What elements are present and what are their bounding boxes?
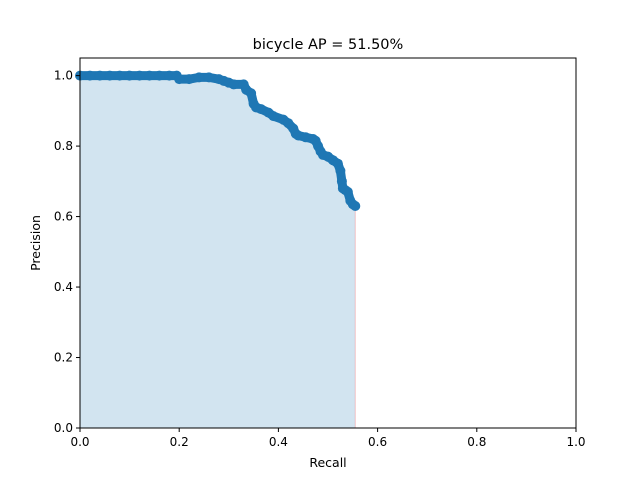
y-tick-label: 0.4 [54,280,73,294]
y-tick-label: 0.6 [54,210,73,224]
data-point [144,70,155,81]
y-tick-label: 1.0 [54,69,73,83]
x-axis-label: Recall [309,455,346,470]
x-tick-label: 0.6 [368,435,387,449]
data-point [256,104,267,115]
x-tick-label: 0.4 [269,435,288,449]
data-point [114,70,125,81]
x-tick-label: 1.0 [566,435,585,449]
data-point [134,70,145,81]
data-point [154,70,165,81]
data-point [194,72,205,83]
plot-area [75,57,577,429]
y-axis-label: Precision [28,215,43,271]
pr-area-fill [80,75,356,428]
data-point [203,72,214,83]
data-point [84,70,95,81]
x-axis: 0.0 0.2 0.4 0.6 0.8 1.0 [70,428,586,449]
data-point [164,70,175,81]
x-tick-label: 0.8 [467,435,486,449]
data-point [184,74,195,85]
data-point [350,201,361,211]
chart-title: bicycle AP = 51.50% [253,37,404,53]
data-point [342,186,353,197]
data-point [94,70,105,81]
data-point [124,70,135,81]
data-point [335,165,346,176]
data-point [228,79,239,90]
x-tick-label: 0.2 [170,435,189,449]
y-tick-label: 0.2 [54,351,73,365]
data-point [246,88,257,99]
y-axis: 0.0 0.2 0.4 0.6 0.8 1.0 [54,69,80,435]
y-tick-label: 0.8 [54,139,73,153]
data-point [104,70,115,81]
plot-frame [79,57,577,429]
data-point [174,74,185,85]
y-tick-label: 0.0 [54,421,73,435]
x-tick-label: 0.0 [70,435,89,449]
data-point [268,111,279,122]
